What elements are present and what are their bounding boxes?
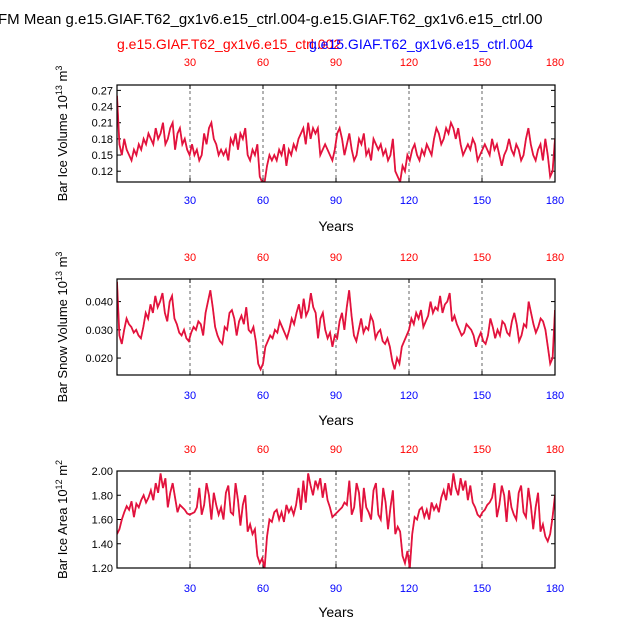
x-tick-label-bottom: 30 [184,583,196,595]
x-tick-label-top: 90 [330,57,342,69]
y-tick-label: 0.15 [92,150,113,162]
x-tick-label-top: 180 [546,57,564,69]
x-tick-label-top: 150 [473,444,491,456]
chart-panel-3: 30 30 60 60 90 90 120 120 150 150 180 180 2.00 1.80 1.… [54,444,564,619]
chart-panel-2: 30 30 60 60 90 90 120 120 150 150 180 180 0.040 0.030… [54,252,564,428]
x-tick-label-bottom: 90 [330,583,342,595]
x-tick-label-bottom: 120 [400,195,418,207]
x-tick-label-bottom: 60 [257,583,269,595]
x-tick-label-bottom: 60 [257,195,269,207]
y-axis-label: Bar Snow Volume 1013 m3 [54,252,70,403]
figure-title: FM Mean g.e15.GIAF.T62_gx1v6.e15_ctrl.00… [0,11,542,28]
plot-frame [116,278,556,376]
x-tick-label-top: 60 [257,252,269,264]
x-tick-label-bottom: 150 [473,195,491,207]
y-tick-label: 0.21 [92,118,113,130]
x-tick-label-bottom: 60 [257,390,269,402]
x-tick-label-top: 120 [400,444,418,456]
x-tick-label-top: 60 [257,444,269,456]
y-tick-label: 1.40 [92,539,113,551]
x-tick-label-bottom: 120 [400,583,418,595]
x-tick-label-top: 120 [400,252,418,264]
y-tick-label: 0.27 [92,85,113,97]
x-tick-label-bottom: 30 [184,195,196,207]
series-line-2 [117,95,555,182]
x-tick-label-top: 30 [184,252,196,264]
x-tick-label-bottom: 150 [473,390,491,402]
y-tick-label: 1.20 [92,563,113,575]
x-tick-label-top: 90 [330,252,342,264]
x-tick-label-bottom: 90 [330,195,342,207]
series-line-2 [117,281,555,372]
x-axis-label: Years [318,412,353,428]
chart-panel-1: 30 30 60 60 90 90 120 120 150 150 180 180 0.27 0.24 0.… [54,57,564,234]
y-tick-label: 1.80 [92,490,113,502]
x-tick-label-top: 60 [257,57,269,69]
y-tick-label: 0.020 [85,353,113,365]
x-tick-label-top: 150 [473,252,491,264]
y-tick-label: 0.040 [85,297,113,309]
legend-red: g.e15.GIAF.T62_gx1v6.e15_ctrl.002 [117,36,341,52]
x-tick-label-top: 30 [184,57,196,69]
x-tick-label-bottom: 180 [546,195,564,207]
y-tick-label: 2.00 [92,466,113,478]
series-line-2 [117,473,555,568]
x-tick-label-bottom: 120 [400,390,418,402]
x-tick-label-top: 180 [546,444,564,456]
plot-frame [116,84,556,183]
x-tick-label-bottom: 180 [546,583,564,595]
x-axis-label: Years [318,218,353,234]
x-tick-label-bottom: 90 [330,390,342,402]
x-tick-label-top: 120 [400,57,418,69]
legend-blue: g.e15.GIAF.T62_gx1v6.e15_ctrl.004 [309,36,533,52]
y-axis-label: Bar Ice Area 1012 m2 [54,460,70,579]
x-tick-label-bottom: 30 [184,390,196,402]
x-tick-label-bottom: 180 [546,390,564,402]
x-axis-label: Years [318,604,353,619]
y-axis-label: Bar Ice Volume 1013 m3 [54,66,70,202]
y-tick-label: 0.12 [92,166,113,178]
plot-frame [116,470,556,569]
x-tick-label-top: 150 [473,57,491,69]
y-tick-label: 0.24 [92,102,113,114]
y-tick-label: 0.18 [92,134,113,146]
x-tick-label-top: 90 [330,444,342,456]
x-tick-label-top: 30 [184,444,196,456]
x-tick-label-bottom: 150 [473,583,491,595]
x-tick-label-top: 180 [546,252,564,264]
y-tick-label: 1.60 [92,515,113,527]
y-tick-label: 0.030 [85,325,113,337]
